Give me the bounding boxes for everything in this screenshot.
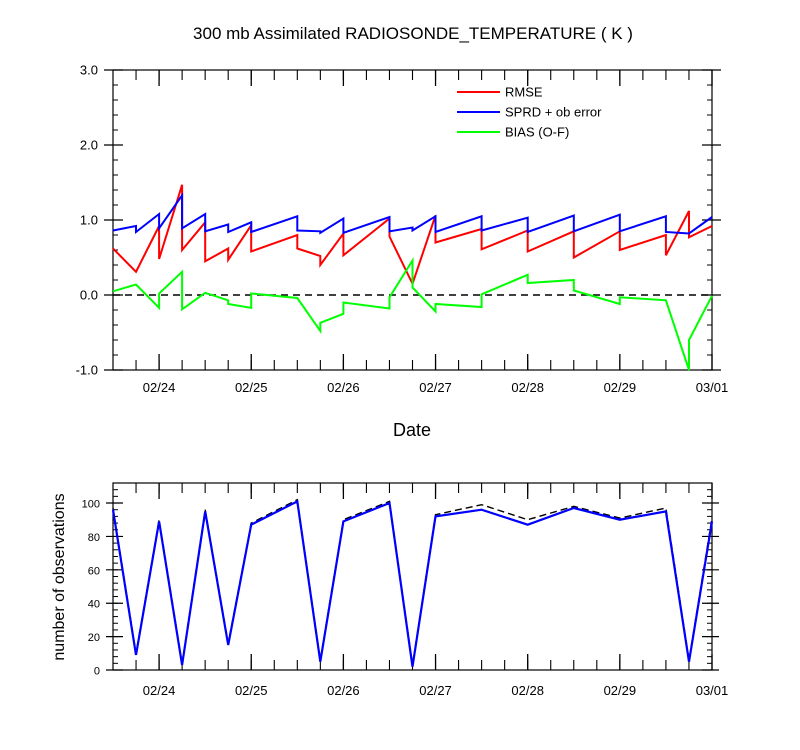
y-axis-label-observations: number of observations: [51, 493, 68, 660]
x-tick-label: 02/26: [327, 683, 360, 698]
x-tick-label: 02/28: [511, 683, 544, 698]
observation-count-panel: 02/24 02/25 02/26 02/27 02/28 02/29 03/01 0 20 40…: [82, 482, 729, 698]
assimilated-observations-line: [111, 499, 714, 667]
x-tick-label: 02/27: [419, 380, 452, 395]
plot-frame: [112, 69, 713, 371]
plot-frame: [112, 482, 713, 671]
x-tick-label: 02/25: [235, 683, 268, 698]
y-tick-label: -1.0: [76, 363, 98, 378]
x-axis-label: Date: [393, 420, 431, 440]
x-tick-label: 02/29: [604, 683, 637, 698]
legend-entry-spread-label: SPRD + ob error: [505, 105, 602, 120]
rmse-line: [112, 184, 713, 287]
legend-entry-bias-label: BIAS (O-F): [505, 125, 569, 140]
y-tick-label: 3.0: [80, 63, 98, 78]
bias-line: [112, 257, 713, 371]
x-tick-label: 03/01: [696, 683, 729, 698]
x-tick-label: 02/28: [511, 380, 544, 395]
legend-entry-rmse-label: RMSE: [505, 85, 543, 100]
y-tick-label: 80: [88, 532, 100, 544]
x-tick-label: 02/24: [143, 683, 176, 698]
x-tick-label: 02/24: [143, 380, 176, 395]
y-tick-label: 20: [88, 632, 100, 644]
y-tick-label: 2.0: [80, 138, 98, 153]
x-tick-label: 02/29: [604, 380, 637, 395]
spread-line: [112, 192, 713, 235]
y-tick-label: 100: [82, 499, 100, 511]
y-tick-label: 0: [94, 666, 100, 678]
x-tick-label: 02/27: [419, 683, 452, 698]
chart-title: 300 mb Assimilated RADIOSONDE_TEMPERATUR…: [193, 24, 633, 43]
y-tick-label: 1.0: [80, 213, 98, 228]
x-tick-label: 02/26: [327, 380, 360, 395]
x-tick-label: 02/25: [235, 380, 268, 395]
y-tick-label: 40: [88, 599, 100, 611]
y-tick-label: 60: [88, 565, 100, 577]
rmse-spread-bias-panel: 02/24 02/25 02/26 02/27 02/28 02/29 03/01 -1.0 0…: [76, 63, 729, 396]
x-tick-label: 03/01: [696, 380, 729, 395]
y-tick-label: 0.0: [80, 288, 98, 303]
